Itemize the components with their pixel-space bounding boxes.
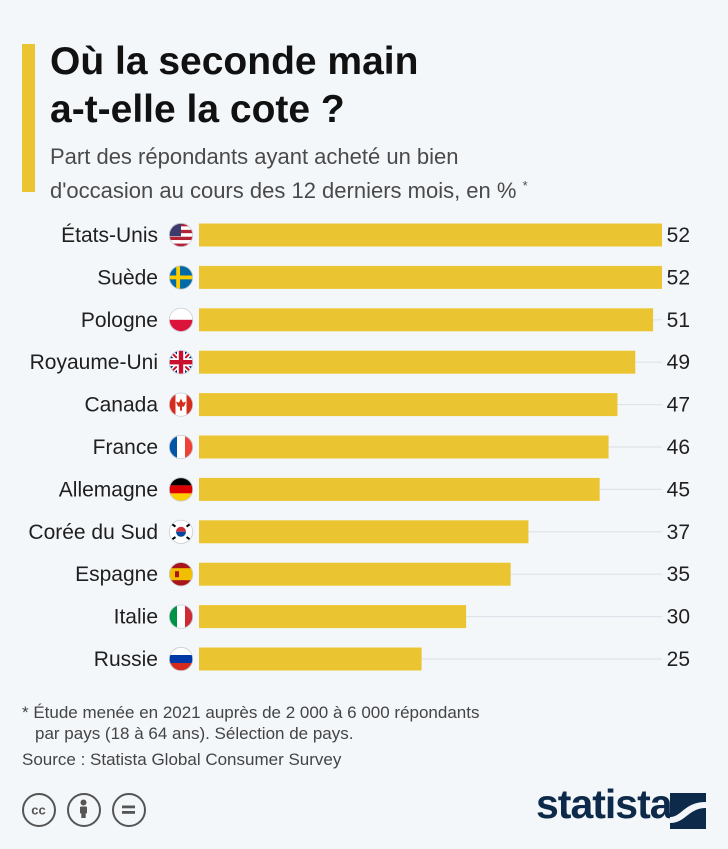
title-line-2: a-t-elle la cote ?	[50, 88, 345, 131]
category-label: Royaume-Uni	[30, 351, 158, 374]
bar-row: Canada 47	[84, 392, 690, 417]
title-line-1: Où la seconde main	[50, 40, 419, 83]
bar-row: Espagne 35	[75, 562, 690, 587]
bar-row: États-Unis 52	[61, 222, 690, 248]
value-label: 52	[667, 266, 690, 289]
bar-row: Pologne 51	[81, 307, 690, 332]
value-label: 49	[667, 351, 690, 374]
category-label: Italie	[114, 606, 158, 629]
bar	[199, 435, 609, 459]
bar	[199, 562, 511, 586]
bar-row: Suède 52	[97, 265, 690, 290]
svg-text:cc: cc	[31, 803, 45, 818]
source-note: Source : Statista Global Consumer Survey	[22, 750, 342, 769]
category-label: Suède	[97, 266, 158, 289]
footnote-line-2: par pays (18 à 64 ans). Sélection de pay…	[35, 724, 354, 743]
bar-row: France 46	[93, 434, 690, 460]
category-label: France	[93, 436, 158, 459]
page-title: Où la seconde main a-t-elle la cote ?	[50, 38, 418, 134]
ru-flag	[168, 646, 194, 672]
es-flag	[168, 562, 194, 587]
category-label: Russie	[94, 648, 158, 671]
value-label: 45	[667, 478, 690, 501]
subtitle: Part des répondants ayant acheté un bien…	[50, 142, 690, 205]
accent-bar	[22, 44, 35, 192]
footnote-line-1: * Étude menée en 2021 auprès de 2 000 à …	[22, 703, 480, 722]
category-label: Corée du Sud	[28, 521, 158, 544]
value-label: 37	[667, 521, 690, 544]
category-label: États-Unis	[61, 224, 158, 247]
bar-chart: États-Unis 52 Suède 52 Pologne 51 Royaume-Uni 4…	[28, 222, 690, 672]
bar	[199, 477, 600, 501]
value-label: 35	[667, 563, 690, 586]
us-flag	[168, 222, 194, 248]
de-flag	[168, 477, 194, 502]
footnote: * Étude menée en 2021 auprès de 2 000 à …	[22, 702, 479, 744]
bar	[199, 265, 662, 289]
bar-row: Italie 30	[114, 604, 690, 629]
cc-icon[interactable]: cc	[22, 793, 56, 827]
attribution-icon[interactable]	[67, 793, 101, 827]
se-flag	[168, 265, 194, 290]
bar-row: Corée du Sud 37	[28, 519, 690, 544]
value-label: 30	[667, 606, 690, 629]
statista-logo-icon[interactable]	[670, 793, 706, 829]
fr-flag	[168, 434, 194, 460]
subtitle-asterisk: *	[522, 178, 528, 193]
value-label: 47	[667, 394, 690, 417]
kr-flag	[168, 519, 194, 544]
value-label: 46	[667, 436, 690, 459]
category-label: Espagne	[75, 563, 158, 586]
bar	[199, 223, 662, 247]
value-label: 52	[667, 224, 690, 247]
bar	[199, 393, 618, 417]
subtitle-line-2: d'occasion au cours des 12 derniers mois…	[50, 178, 517, 203]
subtitle-line-1: Part des répondants ayant acheté un bien	[50, 144, 459, 169]
bar	[199, 308, 654, 332]
no-derivatives-icon[interactable]	[112, 793, 146, 827]
category-label: Pologne	[81, 309, 158, 332]
bar	[199, 350, 636, 374]
statista-logo-text[interactable]: statista	[536, 781, 673, 827]
it-flag	[168, 604, 194, 629]
bar-row: Russie 25	[94, 646, 690, 672]
bar-row: Royaume-Uni 49	[30, 350, 690, 375]
gb-flag	[168, 350, 194, 375]
ca-flag	[168, 392, 194, 417]
pl-flag	[168, 307, 194, 332]
category-label: Canada	[84, 394, 158, 417]
value-label: 51	[667, 309, 690, 332]
bar	[199, 647, 422, 671]
bar	[199, 520, 529, 544]
bar	[199, 605, 467, 629]
category-label: Allemagne	[59, 478, 158, 501]
value-label: 25	[667, 648, 690, 671]
bar-row: Allemagne 45	[59, 477, 690, 502]
